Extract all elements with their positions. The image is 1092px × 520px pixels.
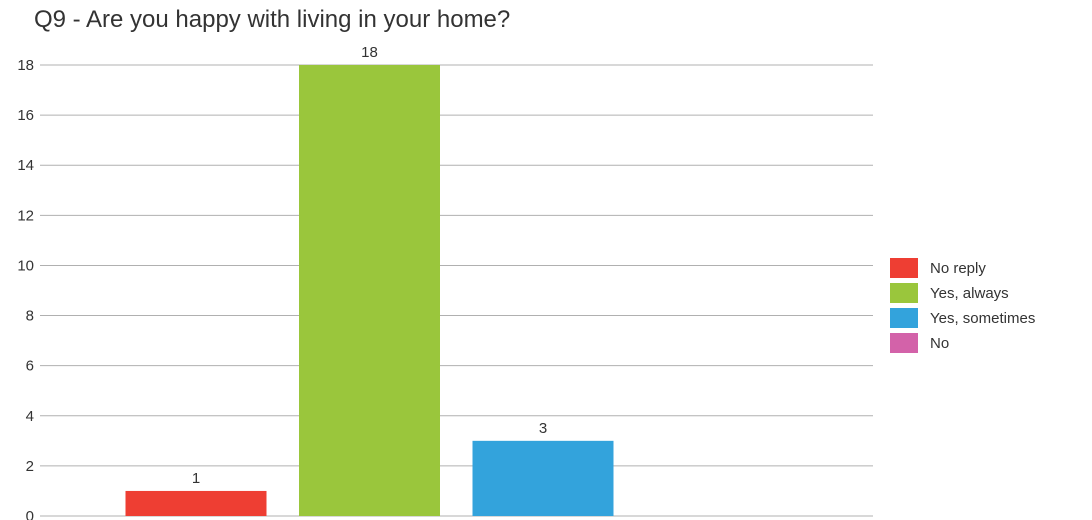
data-label: 1 bbox=[192, 470, 200, 487]
legend-label: No bbox=[930, 335, 949, 352]
data-label: 18 bbox=[361, 44, 378, 61]
legend-swatch bbox=[890, 333, 918, 353]
y-tick-label: 8 bbox=[26, 308, 34, 325]
y-tick-label: 0 bbox=[26, 508, 34, 520]
bar-yes-sometimes bbox=[472, 440, 614, 516]
gridlines bbox=[40, 64, 873, 517]
bars bbox=[125, 65, 614, 516]
y-tick-label: 18 bbox=[17, 57, 34, 74]
y-tick-label: 14 bbox=[17, 157, 34, 174]
y-tick-label: 4 bbox=[26, 408, 34, 425]
legend-swatch bbox=[890, 308, 918, 328]
data-labels: 1 18 3 bbox=[192, 44, 547, 487]
y-tick-label: 2 bbox=[26, 458, 34, 475]
data-label: 3 bbox=[539, 420, 547, 437]
legend-swatch bbox=[890, 258, 918, 278]
chart-title: Q9 - Are you happy with living in your h… bbox=[34, 6, 511, 33]
y-tick-label: 6 bbox=[26, 358, 34, 375]
y-axis-ticks: 0 2 4 6 8 10 12 14 16 18 bbox=[17, 57, 34, 520]
bar-no-reply bbox=[125, 490, 267, 516]
y-tick-label: 10 bbox=[17, 257, 34, 274]
legend-swatch bbox=[890, 283, 918, 303]
legend-label: Yes, always bbox=[930, 285, 1009, 302]
y-tick-label: 12 bbox=[17, 207, 34, 224]
legend: No reply Yes, always Yes, sometimes No bbox=[890, 258, 1035, 353]
y-tick-label: 16 bbox=[17, 107, 34, 124]
legend-label: Yes, sometimes bbox=[930, 310, 1035, 327]
legend-label: No reply bbox=[930, 260, 986, 277]
bar-yes-always bbox=[299, 65, 440, 516]
